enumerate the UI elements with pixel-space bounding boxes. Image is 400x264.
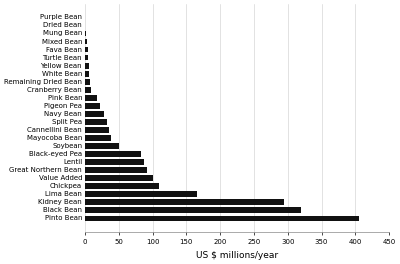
Bar	[85, 199, 284, 205]
Bar	[85, 167, 147, 173]
Bar	[85, 87, 91, 93]
Bar	[85, 55, 88, 60]
Bar	[85, 208, 301, 213]
Bar	[85, 63, 89, 69]
Bar	[85, 151, 141, 157]
Bar	[85, 103, 100, 109]
Bar	[85, 39, 87, 44]
Bar	[85, 95, 97, 101]
Bar	[85, 215, 359, 221]
Bar	[85, 135, 111, 141]
Bar	[85, 175, 152, 181]
Bar	[85, 183, 159, 189]
Bar	[85, 119, 107, 125]
Bar	[85, 191, 196, 197]
X-axis label: US $ millions/year: US $ millions/year	[196, 251, 278, 260]
Bar	[85, 111, 104, 117]
Bar	[85, 127, 109, 133]
Bar	[85, 71, 89, 77]
Bar	[85, 159, 144, 165]
Bar	[85, 79, 90, 85]
Bar	[85, 143, 119, 149]
Bar	[85, 31, 86, 36]
Bar	[85, 47, 88, 53]
